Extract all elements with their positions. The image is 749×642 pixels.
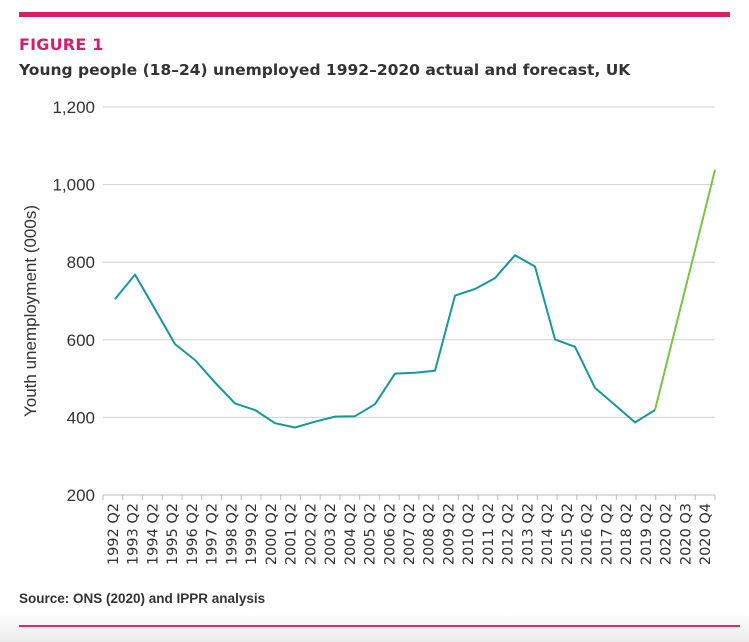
bottom-accent-bar [19,625,740,627]
x-tick-label: 2010 Q2 [461,503,477,565]
top-accent-bar [19,12,730,17]
series-line-forecast [654,169,716,411]
x-tick-label: 2017 Q2 [599,503,615,565]
y-tick-label: 400 [67,408,95,427]
y-tick-label: 600 [67,331,95,350]
x-tick-label: 2014 Q2 [540,503,556,565]
x-tick-label: 2013 Q2 [520,503,536,565]
x-tick-label: 1996 Q2 [185,503,201,565]
x-tick-label: 1993 Q2 [126,503,142,565]
source-note: Source: ONS (2020) and IPPR analysis [19,591,266,606]
x-tick-label: 2004 Q2 [343,503,359,565]
y-tick-label: 1,200 [52,98,95,117]
x-tick-label: 2001 Q2 [284,503,300,565]
x-tick-label: 2002 Q2 [303,503,319,565]
x-tick-label: 1994 Q2 [145,503,161,565]
figure-label: FIGURE 1 [19,35,104,54]
series-line-actual [114,254,656,429]
footer-fade [0,612,749,642]
y-tick-label: 1,000 [52,176,95,195]
x-tick-label: 1999 Q2 [244,503,260,565]
x-tick-label: 2015 Q2 [560,503,576,565]
x-tick-label: 2020 Q2 [659,503,675,565]
x-tick-label: 1998 Q2 [224,503,240,565]
x-tick-label: 2003 Q2 [323,503,339,565]
x-tick-label: 2018 Q2 [619,503,635,565]
x-tick-label: 2020 Q3 [678,503,694,565]
x-tick-label: 1995 Q2 [165,503,181,565]
x-tick-label: 2000 Q2 [264,503,280,565]
x-tick-label: 2008 Q2 [422,503,438,565]
x-tick-label: 2020 Q4 [698,503,714,565]
y-tick-label: 800 [67,253,95,272]
y-axis-label: Youth unemployment (000s) [21,205,40,417]
x-tick-label: 2009 Q2 [441,503,457,565]
chart-title: Young people (18–24) unemployed 1992–202… [19,61,631,79]
x-tick-label: 2007 Q2 [402,503,418,565]
x-tick-label: 2005 Q2 [363,503,379,565]
x-tick-label: 2012 Q2 [501,503,517,565]
x-tick-label: 2006 Q2 [382,503,398,565]
x-tick-label: 2019 Q2 [639,503,655,565]
x-tick-label: 2011 Q2 [481,503,497,565]
y-tick-label: 200 [67,486,95,505]
x-tick-label: 2016 Q2 [580,503,596,565]
x-tick-label: 1997 Q2 [205,503,221,565]
x-tick-label: 1992 Q2 [106,503,122,565]
